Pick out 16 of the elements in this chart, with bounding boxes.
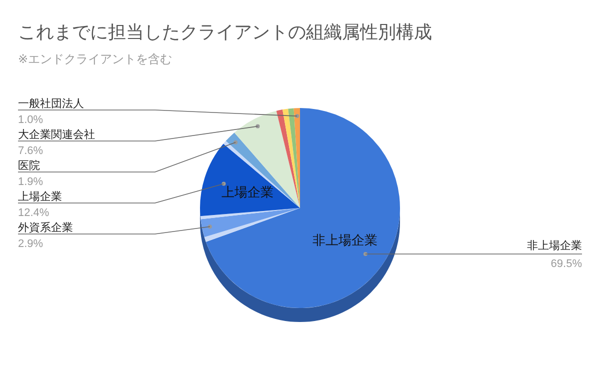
slice-label: 上場企業 <box>222 184 274 200</box>
slice-label: 大企業関連会社 <box>18 128 95 141</box>
data-label: 2.9% <box>18 238 44 250</box>
data-label: 12.4% <box>18 207 50 219</box>
slice-label: 非上場企業 <box>527 239 582 252</box>
chart-subtitle: ※エンドクライアントを含む <box>18 52 172 66</box>
slice-label: 上場企業 <box>18 190 62 203</box>
data-label: 1.0% <box>18 114 44 126</box>
data-label: 69.5% <box>550 258 582 270</box>
chart-title: これまでに担当したクライアントの組織属性別構成 <box>18 22 432 42</box>
slice-label: 外資系企業 <box>18 221 73 234</box>
slice-label: 医院 <box>18 159 40 172</box>
data-label: 1.9% <box>18 176 44 188</box>
slice-label: 非上場企業 <box>312 232 378 248</box>
slice-label: 一般社団法人 <box>18 97 84 110</box>
data-label: 7.6% <box>18 145 44 157</box>
